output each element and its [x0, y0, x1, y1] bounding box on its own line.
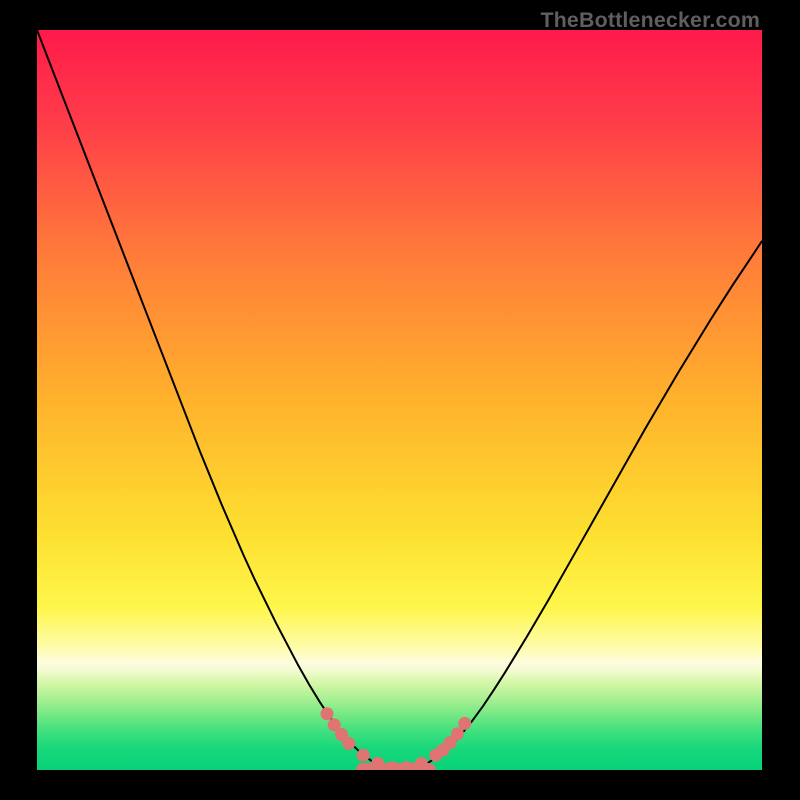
plot-frame	[37, 30, 762, 770]
watermark-label: TheBottlenecker.com	[540, 8, 760, 33]
plot-gradient-background	[37, 30, 762, 770]
chart-stage: TheBottlenecker.com	[0, 0, 800, 800]
